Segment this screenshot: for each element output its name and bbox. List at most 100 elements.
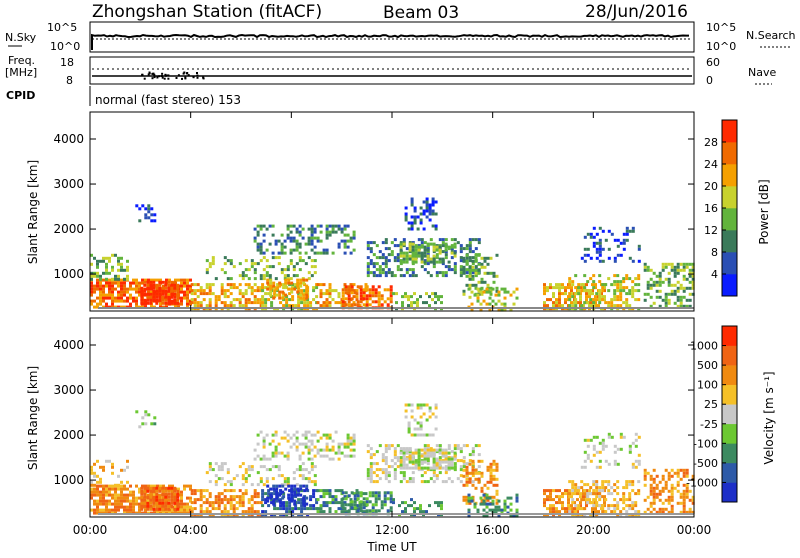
range-gate-cell: [377, 297, 381, 301]
bottom-gate-cell: [254, 307, 256, 309]
range-gate-cell: [120, 299, 123, 303]
range-gate-cell: [144, 287, 147, 291]
range-gate-cell: [277, 251, 281, 255]
range-gate-cell: [167, 295, 171, 299]
range-gate-cell: [167, 283, 171, 287]
range-gate-cell: [220, 477, 224, 481]
range-gate-cell: [229, 286, 233, 290]
bottom-gate-cell: [406, 513, 408, 515]
range-gate-cell: [372, 262, 376, 266]
range-gate-cell: [96, 274, 99, 278]
range-gate-cell: [331, 448, 335, 452]
range-gate-cell: [117, 474, 120, 478]
range-gate-cell: [161, 486, 165, 490]
bottom-gate-cell: [590, 307, 592, 309]
range-gate-cell: [369, 468, 373, 472]
cpid-text: normal (fast stereo) 153: [95, 93, 241, 107]
range-gate-cell: [307, 480, 311, 484]
range-gate-cell: [96, 484, 99, 488]
range-gate-cell: [467, 496, 471, 500]
range-gate-cell: [105, 271, 108, 275]
range-gate-cell: [462, 289, 466, 293]
range-gate-cell: [577, 489, 581, 493]
range-gate-cell: [667, 471, 671, 475]
range-gate-cell: [495, 274, 499, 278]
range-gate-cell: [273, 289, 277, 293]
range-gate-cell: [223, 489, 227, 493]
range-gate-cell: [214, 498, 218, 502]
range-gate-cell: [105, 284, 108, 288]
range-gate-cell: [299, 278, 303, 282]
range-gate-cell: [592, 226, 596, 230]
range-gate-cell: [392, 501, 395, 505]
range-gate-cell: [577, 486, 581, 490]
range-gate-cell: [384, 256, 388, 260]
range-gate-cell: [485, 290, 489, 294]
range-gate-cell: [261, 298, 265, 302]
range-gate-cell: [667, 477, 671, 481]
range-gate-cell: [283, 239, 287, 243]
bottom-gate-cell: [202, 307, 204, 309]
bottom-gate-cell: [120, 307, 122, 309]
bottom-gate-cell: [160, 513, 162, 515]
range-gate-cell: [402, 474, 406, 478]
range-gate-cell: [506, 505, 510, 509]
range-gate-cell: [146, 280, 150, 284]
bottom-gate-cell: [298, 513, 300, 515]
range-gate-cell: [582, 495, 585, 499]
bottom-gate-cell: [198, 513, 200, 515]
range-gate-cell: [685, 298, 689, 302]
range-gate-cell: [622, 495, 626, 499]
range-gate-cell: [138, 496, 141, 500]
range-gate-cell: [411, 257, 415, 261]
range-gate-cell: [123, 281, 126, 285]
range-gate-cell: [322, 454, 326, 458]
range-gate-cell: [595, 232, 599, 236]
range-gate-cell: [108, 484, 111, 488]
range-gate-cell: [211, 292, 215, 296]
bottom-gate-cell: [258, 513, 260, 515]
bottom-gate-cell: [328, 513, 330, 515]
range-gate-cell: [295, 262, 299, 266]
range-gate-cell: [223, 304, 227, 308]
bottom-gate-cell: [584, 307, 586, 309]
range-gate-cell: [434, 295, 437, 299]
range-gate-cell: [384, 265, 388, 269]
range-gate-cell: [341, 497, 345, 501]
range-gate-cell: [441, 244, 445, 248]
range-gate-cell: [312, 298, 316, 302]
bottom-gate-cell: [670, 513, 672, 515]
range-gate-cell: [138, 502, 141, 506]
range-gate-cell: [468, 295, 472, 299]
range-gate-cell: [167, 286, 171, 290]
range-gate-cell: [432, 451, 436, 455]
range-gate-cell: [264, 498, 268, 502]
range-gate-cell: [664, 298, 668, 302]
range-gate-cell: [167, 486, 171, 490]
range-gate-cell: [284, 278, 288, 282]
range-gate-cell: [664, 304, 668, 308]
range-gate-cell: [471, 480, 475, 484]
range-gate-cell: [673, 471, 677, 475]
range-gate-cell: [643, 292, 647, 296]
range-gate-cell: [96, 305, 99, 309]
range-gate-cell: [586, 444, 590, 448]
range-gate-cell: [592, 280, 596, 284]
bottom-gate-cell: [422, 307, 424, 309]
range-gate-cell: [120, 262, 123, 266]
range-gate-cell: [158, 504, 162, 508]
range-gate-cell: [649, 501, 653, 505]
bottom-gate-cell: [340, 513, 342, 515]
range-gate-cell: [143, 301, 147, 305]
range-gate-cell: [574, 510, 578, 514]
range-gate-cell: [149, 489, 153, 493]
bottom-gate-cell: [124, 307, 126, 309]
range-gate-cell: [293, 487, 297, 491]
range-gate-cell: [664, 480, 668, 484]
range-gate-cell: [375, 262, 379, 266]
range-gate-cell: [261, 304, 265, 308]
range-gate-cell: [111, 290, 114, 294]
range-gate-cell: [670, 489, 674, 493]
range-gate-cell: [402, 242, 406, 246]
